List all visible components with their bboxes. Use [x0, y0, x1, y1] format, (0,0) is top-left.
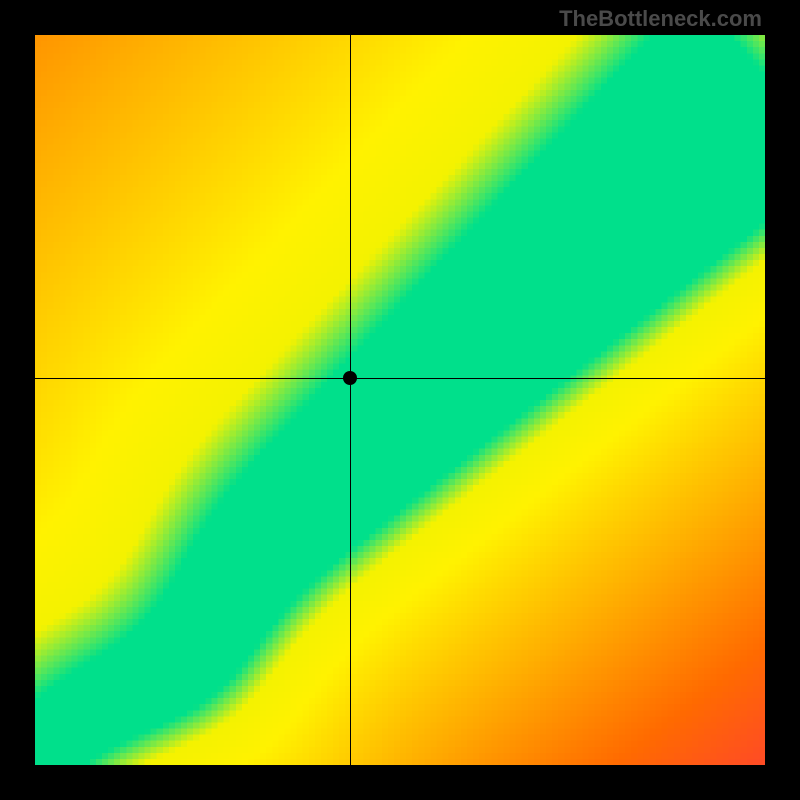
bottleneck-heatmap [35, 35, 765, 765]
data-point-marker [343, 371, 357, 385]
crosshair-horizontal [35, 378, 765, 379]
chart-container: TheBottleneck.com [0, 0, 800, 800]
watermark-text: TheBottleneck.com [559, 6, 762, 32]
crosshair-vertical [350, 35, 351, 765]
